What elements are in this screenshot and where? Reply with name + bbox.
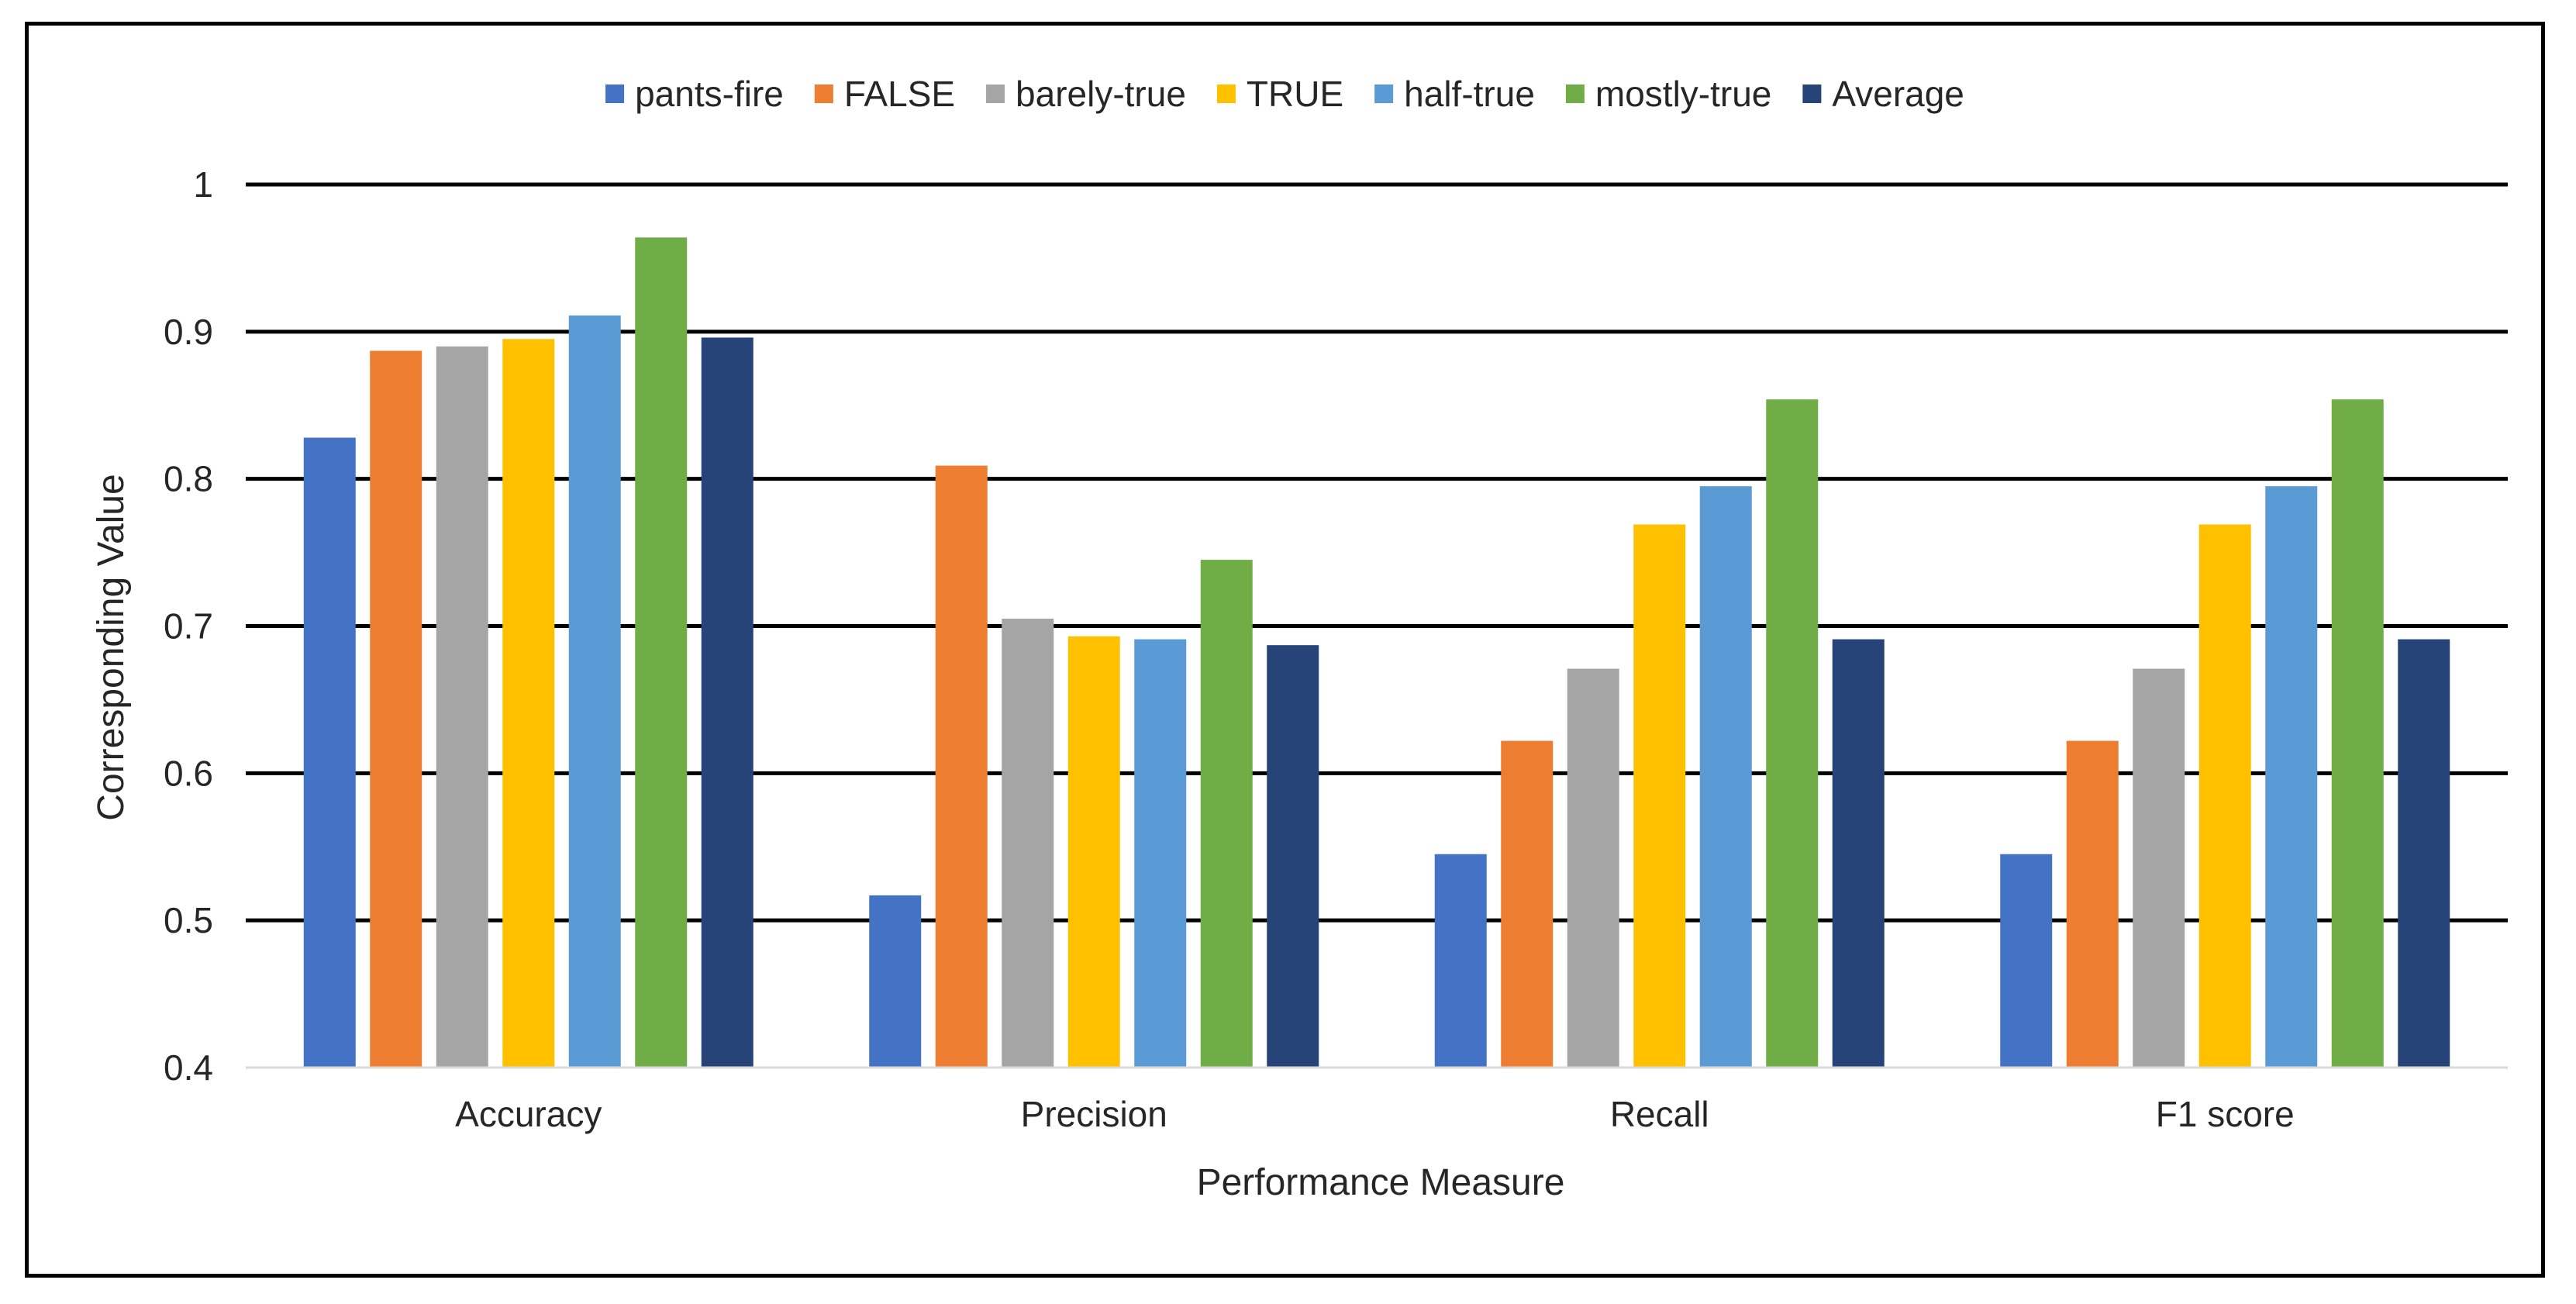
y-tick-label: 0.6: [164, 753, 213, 793]
bar-mostly-true-f1-score: [2331, 399, 2384, 1068]
legend-swatch: [605, 85, 625, 103]
legend-item-half-true: half-true: [1374, 74, 1535, 114]
bar-false-accuracy: [370, 350, 422, 1068]
legend-swatch: [1802, 85, 1822, 103]
bar-true-precision: [1067, 636, 1120, 1068]
x-tick-label: Accuracy: [455, 1094, 602, 1134]
legend: pants-fire FALSE barely-true TRUE half-true m…: [605, 74, 1964, 114]
legend-item-mostly-true: mostly-true: [1565, 74, 1771, 114]
legend-swatch: [1374, 85, 1394, 103]
bars: [303, 237, 2450, 1068]
x-tick-label: Recall: [1610, 1094, 1709, 1134]
bar-mostly-true-recall: [1766, 399, 1819, 1068]
chart-frame: 0.4 0.5 0.6 0.7 0.8 0.9 1 Accuracy Precision Reca…: [25, 22, 2545, 1278]
bar-half-true-f1-score: [2265, 486, 2318, 1068]
legend-label: half-true: [1404, 74, 1535, 114]
bar-mostly-true-accuracy: [635, 237, 688, 1068]
legend-item-false: FALSE: [814, 74, 955, 114]
legend-swatch: [1216, 85, 1236, 103]
legend-label: FALSE: [844, 74, 955, 114]
bar-mostly-true-precision: [1200, 560, 1253, 1068]
bar-false-f1-score: [2066, 740, 2119, 1068]
bar-half-true-accuracy: [568, 315, 621, 1068]
bar-half-true-recall: [1699, 486, 1752, 1068]
x-tick-label: F1 score: [2156, 1094, 2295, 1134]
bar-true-recall: [1633, 524, 1686, 1068]
bar-average-accuracy: [701, 337, 753, 1068]
bar-pants-fire-recall: [1434, 854, 1487, 1068]
legend-label: mostly-true: [1595, 74, 1771, 114]
y-tick-label: 0.8: [164, 459, 213, 499]
bar-chart: 0.4 0.5 0.6 0.7 0.8 0.9 1 Accuracy Precision Reca…: [91, 74, 2508, 1203]
y-tick-label: 0.9: [164, 312, 213, 352]
bar-true-f1-score: [2198, 524, 2251, 1068]
bar-half-true-precision: [1134, 639, 1187, 1068]
legend-label: pants-fire: [635, 74, 784, 114]
bar-false-precision: [935, 465, 988, 1068]
x-tick-label: Precision: [1021, 1094, 1167, 1134]
bar-barely-true-recall: [1567, 668, 1619, 1068]
bar-barely-true-precision: [1002, 619, 1054, 1068]
y-tick-label: 0.7: [164, 606, 213, 647]
bar-pants-fire-precision: [869, 895, 922, 1068]
legend-item-barely-true: barely-true: [986, 74, 1186, 114]
bar-barely-true-f1-score: [2133, 668, 2185, 1068]
bar-average-f1-score: [2398, 639, 2450, 1068]
axes: 0.4 0.5 0.6 0.7 0.8 0.9 1 Accuracy Precision Reca…: [164, 164, 2508, 1134]
bar-true-accuracy: [502, 339, 555, 1068]
legend-item-pants-fire: pants-fire: [605, 74, 784, 114]
x-axis-title: Performance Measure: [1197, 1162, 1565, 1203]
legend-swatch: [986, 85, 1005, 103]
legend-item-true: TRUE: [1216, 74, 1343, 114]
bar-false-recall: [1501, 740, 1554, 1068]
legend-label: TRUE: [1247, 74, 1343, 114]
legend-item-average: Average: [1802, 74, 1964, 114]
y-tick-label: 0.4: [164, 1047, 213, 1088]
y-axis-title: Corresponding Value: [91, 474, 132, 820]
y-tick-label: 0.5: [164, 900, 213, 940]
bar-average-precision: [1267, 645, 1319, 1068]
bar-barely-true-accuracy: [436, 346, 488, 1068]
bar-average-recall: [1832, 639, 1885, 1068]
legend-swatch: [814, 85, 833, 103]
bar-pants-fire-f1-score: [2000, 854, 2053, 1068]
legend-swatch: [1565, 85, 1585, 103]
legend-label: Average: [1832, 74, 1964, 114]
bar-pants-fire-accuracy: [303, 437, 356, 1068]
gridlines: [246, 182, 2508, 923]
legend-label: barely-true: [1016, 74, 1186, 114]
y-tick-label: 1: [193, 164, 213, 205]
